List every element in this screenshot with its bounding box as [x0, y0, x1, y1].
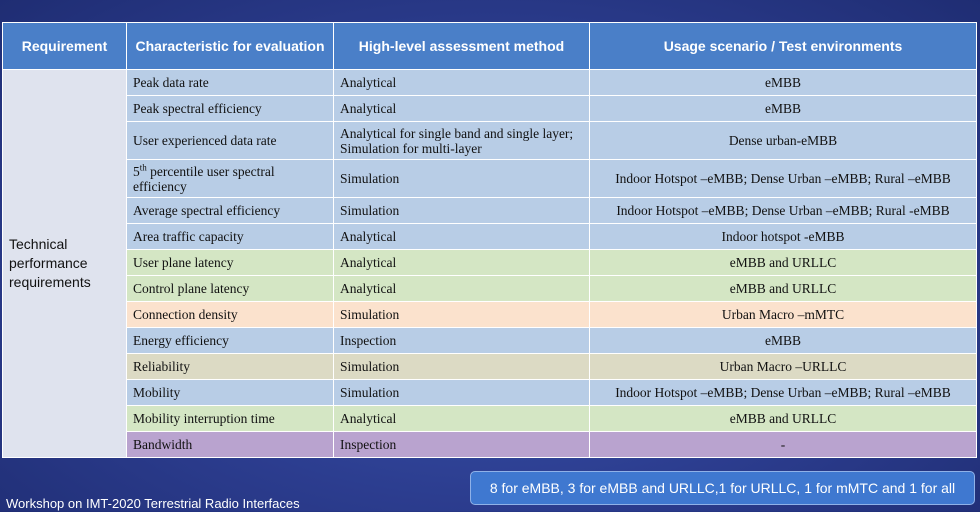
table-row: 5th percentile user spectral efficiency S… [3, 159, 977, 198]
scenario-cell: Indoor Hotspot –eMBB; Dense Urban –eMBB;… [589, 159, 977, 198]
characteristic-superscript: th [139, 162, 147, 172]
characteristic-cell: 5th percentile user spectral efficiency [126, 159, 334, 198]
table-row: Average spectral efficiency Simulation Ind… [3, 197, 977, 224]
footer-workshop-title: Workshop on IMT-2020 Terrestrial Radio I… [6, 496, 300, 511]
method-cell: Analytical [333, 275, 590, 302]
method-cell: Simulation [333, 197, 590, 224]
characteristic-cell: Energy efficiency [126, 327, 334, 354]
characteristic-cell: Average spectral efficiency [126, 197, 334, 224]
header-requirement: Requirement [2, 22, 127, 70]
scenario-cell: - [589, 431, 977, 458]
characteristic-cell: User experienced data rate [126, 121, 334, 160]
table-row: Mobility Simulation Indoor Hotspot –eMBB; … [3, 379, 977, 406]
characteristic-text: percentile user spectral efficiency [133, 163, 275, 194]
method-cell: Simulation [333, 301, 590, 328]
scenario-cell: eMBB and URLLC [589, 249, 977, 276]
table-row: User experienced data rate Analytical for… [3, 121, 977, 160]
method-cell: Analytical [333, 405, 590, 432]
table-row: Peak spectral efficiency Analytical eMBB [3, 95, 977, 122]
scenario-cell: Indoor hotspot -eMBB [589, 223, 977, 250]
characteristic-cell: Control plane latency [126, 275, 334, 302]
scenario-cell: eMBB [589, 327, 977, 354]
method-cell: Analytical [333, 223, 590, 250]
method-cell: Analytical [333, 249, 590, 276]
method-cell: Simulation [333, 353, 590, 380]
method-cell: Simulation [333, 159, 590, 198]
requirements-table: Requirement Characteristic for evaluatio… [2, 22, 977, 458]
characteristic-prefix: 5 [133, 163, 140, 179]
characteristic-cell: Bandwidth [126, 431, 334, 458]
table-row: Area traffic capacity Analytical Indoor ho… [3, 223, 977, 250]
characteristic-cell: Peak spectral efficiency [126, 95, 334, 122]
header-characteristic: Characteristic for evaluation [126, 22, 334, 70]
characteristic-cell: Reliability [126, 353, 334, 380]
table-row: Energy efficiency Inspection eMBB [3, 327, 977, 354]
header-method: High-level assessment method [333, 22, 590, 70]
scenario-cell: eMBB [589, 95, 977, 122]
table-row: Reliability Simulation Urban Macro –URLLC [3, 353, 977, 380]
scenario-cell: Indoor Hotspot –eMBB; Dense Urban –eMBB;… [589, 197, 977, 224]
requirements-table-container: Requirement Characteristic for evaluatio… [2, 22, 977, 464]
table-header-row: Requirement Characteristic for evaluatio… [2, 22, 977, 70]
scenario-cell: Dense urban-eMBB [589, 121, 977, 160]
scenario-cell: Urban Macro –mMTC [589, 301, 977, 328]
table-row: Connection density Simulation Urban Macro … [3, 301, 977, 328]
method-cell: Analytical [333, 69, 590, 96]
requirement-group-cell: Technical performance requirements [2, 69, 127, 458]
characteristic-cell: Area traffic capacity [126, 223, 334, 250]
table-row: Technical performance requirements Peak d… [2, 69, 977, 458]
scenario-cell: eMBB [589, 69, 977, 96]
scenario-cell: eMBB and URLLC [589, 275, 977, 302]
characteristic-cell: Mobility interruption time [126, 405, 334, 432]
method-cell: Inspection [333, 327, 590, 354]
summary-box: 8 for eMBB, 3 for eMBB and URLLC,1 for U… [470, 471, 975, 505]
method-cell: Analytical for single band and single la… [333, 121, 590, 160]
table-row: Bandwidth Inspection - [3, 431, 977, 458]
header-scenario: Usage scenario / Test environments [589, 22, 977, 70]
scenario-cell: Indoor Hotspot –eMBB; Dense Urban –eMBB;… [589, 379, 977, 406]
characteristic-cell: Peak data rate [126, 69, 334, 96]
characteristic-cell: Mobility [126, 379, 334, 406]
method-cell: Inspection [333, 431, 590, 458]
method-cell: Simulation [333, 379, 590, 406]
characteristic-cell: Connection density [126, 301, 334, 328]
method-cell: Analytical [333, 95, 590, 122]
table-row: Control plane latency Analytical eMBB and … [3, 275, 977, 302]
characteristic-cell: User plane latency [126, 249, 334, 276]
table-row: User plane latency Analytical eMBB and URL… [3, 249, 977, 276]
scenario-cell: eMBB and URLLC [589, 405, 977, 432]
scenario-cell: Urban Macro –URLLC [589, 353, 977, 380]
table-row: Mobility interruption time Analytical eMBB… [3, 405, 977, 432]
